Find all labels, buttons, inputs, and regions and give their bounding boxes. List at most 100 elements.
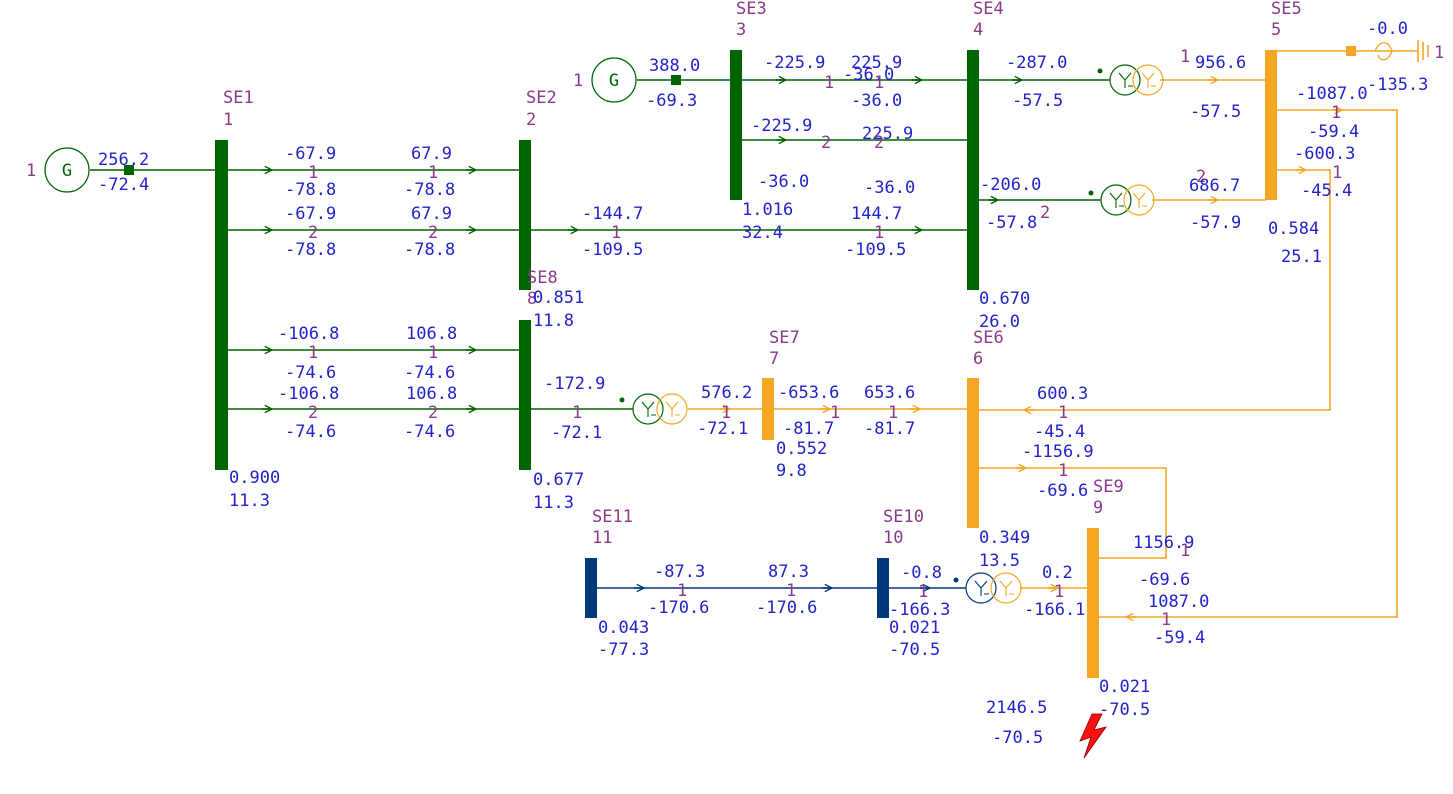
shunt-se5[interactable]: -0.0 -135.3 1 [1367, 19, 1444, 95]
svg-text:1: 1 [918, 582, 928, 602]
svg-text:-74.6: -74.6 [404, 422, 455, 442]
svg-text:8: 8 [527, 289, 537, 309]
svg-text:-287.0: -287.0 [1006, 53, 1067, 73]
generator-label: G [62, 161, 72, 181]
bus-voltage: 0.021 [1099, 677, 1150, 697]
svg-text:87.3: 87.3 [768, 562, 809, 582]
svg-text:-109.5: -109.5 [845, 240, 906, 260]
bus-voltage: 0.584 [1268, 219, 1319, 239]
line-se5-se6[interactable] [978, 170, 1331, 410]
bus-bar-se4[interactable] [967, 50, 979, 290]
transformer-winding-icon [656, 393, 688, 425]
line-se5-se9[interactable] [1099, 110, 1398, 617]
flow-labels-se1-se2-c1: -67.9 1 -78.8 67.9 1 -78.8 [285, 144, 455, 200]
bus-bar-se5[interactable] [1265, 50, 1277, 200]
svg-text:-57.5: -57.5 [1012, 91, 1063, 111]
svg-text:653.6: 653.6 [864, 383, 915, 403]
bus-bar-se3[interactable] [730, 50, 742, 200]
svg-text:1: 1 [1058, 403, 1068, 423]
svg-text:-225.9: -225.9 [751, 116, 812, 136]
svg-text:-45.4: -45.4 [1034, 422, 1085, 442]
svg-text:SE3: SE3 [736, 0, 767, 19]
flow-labels-se1-se8-c1: -106.8 1 -74.6 106.8 1 -74.6 [278, 324, 457, 383]
bus-angle: 25.1 [1281, 247, 1322, 267]
svg-text:-78.8: -78.8 [404, 240, 455, 260]
svg-text:-653.6: -653.6 [778, 383, 839, 403]
transformer-se4-se5-t2[interactable] [1088, 184, 1155, 216]
svg-text:-74.6: -74.6 [285, 363, 336, 383]
svg-text:-106.8: -106.8 [278, 324, 339, 344]
svg-text:1: 1 [308, 163, 318, 183]
svg-text:-57.8: -57.8 [986, 213, 1037, 233]
shunt-reactor-icon [1374, 42, 1393, 61]
bus-angle: -70.5 [889, 640, 940, 660]
bus-angle: 11.8 [533, 311, 574, 331]
gen-1-connection [90, 165, 218, 175]
svg-text:1: 1 [572, 403, 582, 423]
svg-text:2: 2 [308, 403, 318, 423]
svg-text:1: 1 [223, 110, 233, 130]
transformer-se10-se9[interactable] [953, 572, 1022, 604]
bus-bar-se7[interactable] [762, 378, 774, 440]
svg-text:-81.7: -81.7 [864, 419, 915, 439]
svg-text:-67.9: -67.9 [285, 144, 336, 164]
bus-bar-se11[interactable] [585, 558, 597, 618]
svg-text:10: 10 [883, 528, 903, 548]
flow-labels-se6-se9: -1156.9 1 -69.6 1156.9 1 -69.6 [1022, 442, 1194, 590]
svg-text:-36.0: -36.0 [843, 65, 894, 85]
svg-text:956.6: 956.6 [1195, 53, 1246, 73]
svg-text:1: 1 [888, 403, 898, 423]
svg-text:1087.0: 1087.0 [1148, 592, 1209, 612]
bus-voltage: 1.016 [742, 200, 793, 220]
svg-text:-87.3: -87.3 [654, 562, 705, 582]
generator-p: 256.2 [98, 150, 149, 170]
bus-angle: 11.3 [229, 491, 270, 511]
svg-text:1: 1 [874, 73, 884, 93]
svg-text:2: 2 [874, 133, 884, 153]
bus-label-se6: SE6 6 0.349 13.5 [973, 328, 1030, 571]
svg-text:-57.9: -57.9 [1190, 213, 1241, 233]
svg-text:-225.9: -225.9 [764, 53, 825, 73]
bus-bar-se10[interactable] [877, 558, 889, 618]
fault-p: 2146.5 [986, 698, 1047, 718]
bus-bar-se6[interactable] [967, 378, 979, 528]
svg-text:2: 2 [526, 110, 536, 130]
flow-labels-se3-se4-c2: -225.9 2 -36.0 225.9 2 -36.0 [751, 116, 915, 198]
generator-1[interactable]: G 1 256.2 -72.4 [26, 147, 149, 195]
generator-icon [44, 147, 90, 193]
svg-text:1: 1 [1161, 610, 1171, 630]
transformer-se8-se7[interactable] [619, 393, 688, 425]
transformer-se4-se5-t1[interactable] [1097, 64, 1164, 96]
flow-labels-se3-se4-c1: -225.9 1 -36.0 225.9 1 -36.0 [764, 53, 902, 111]
bus-bar-se2[interactable] [519, 140, 531, 290]
svg-text:4: 4 [973, 20, 983, 40]
svg-text:SE4: SE4 [973, 0, 1004, 19]
bus-bar-se9[interactable] [1087, 528, 1099, 678]
flow-labels-se4-se5-t2: -206.0 2 -57.8 2 686.7 -57.9 [980, 167, 1241, 233]
bus-angle: 13.5 [979, 551, 1020, 571]
svg-text:1: 1 [428, 343, 438, 363]
svg-text:-69.6: -69.6 [1139, 570, 1190, 590]
line-se6-se9[interactable] [978, 468, 1167, 559]
svg-text:SE6: SE6 [973, 328, 1004, 348]
shunt-unit: 1 [1434, 43, 1444, 63]
svg-text:5: 5 [1271, 20, 1281, 40]
svg-text:1156.9: 1156.9 [1133, 533, 1194, 553]
bus-label-se1: SE1 1 0.900 11.3 [223, 88, 280, 511]
bus-voltage: 0.670 [979, 289, 1030, 309]
svg-text:-1087.0: -1087.0 [1296, 84, 1368, 104]
flow-labels-se10-se9: -0.8 1 -166.3 0.2 1 -166.1 [889, 563, 1085, 620]
bus-angle: -70.5 [1099, 700, 1150, 720]
bus-bar-se8[interactable] [519, 320, 531, 470]
svg-text:144.7: 144.7 [851, 204, 902, 224]
generator-label: G [609, 71, 619, 91]
flow-labels-se5-se9: -1087.0 1 -59.4 1087.0 1 -59.4 [1148, 84, 1368, 648]
generator-3[interactable]: G 1 388.0 -69.3 [573, 56, 700, 111]
svg-text:-74.6: -74.6 [404, 363, 455, 383]
svg-text:1: 1 [824, 73, 834, 93]
svg-text:600.3: 600.3 [1037, 384, 1088, 404]
svg-text:225.9: 225.9 [851, 53, 902, 73]
bus-bar-se1[interactable] [215, 140, 228, 470]
svg-text:-69.6: -69.6 [1037, 481, 1088, 501]
fault-indicator[interactable]: 2146.5 -70.5 [986, 698, 1107, 759]
